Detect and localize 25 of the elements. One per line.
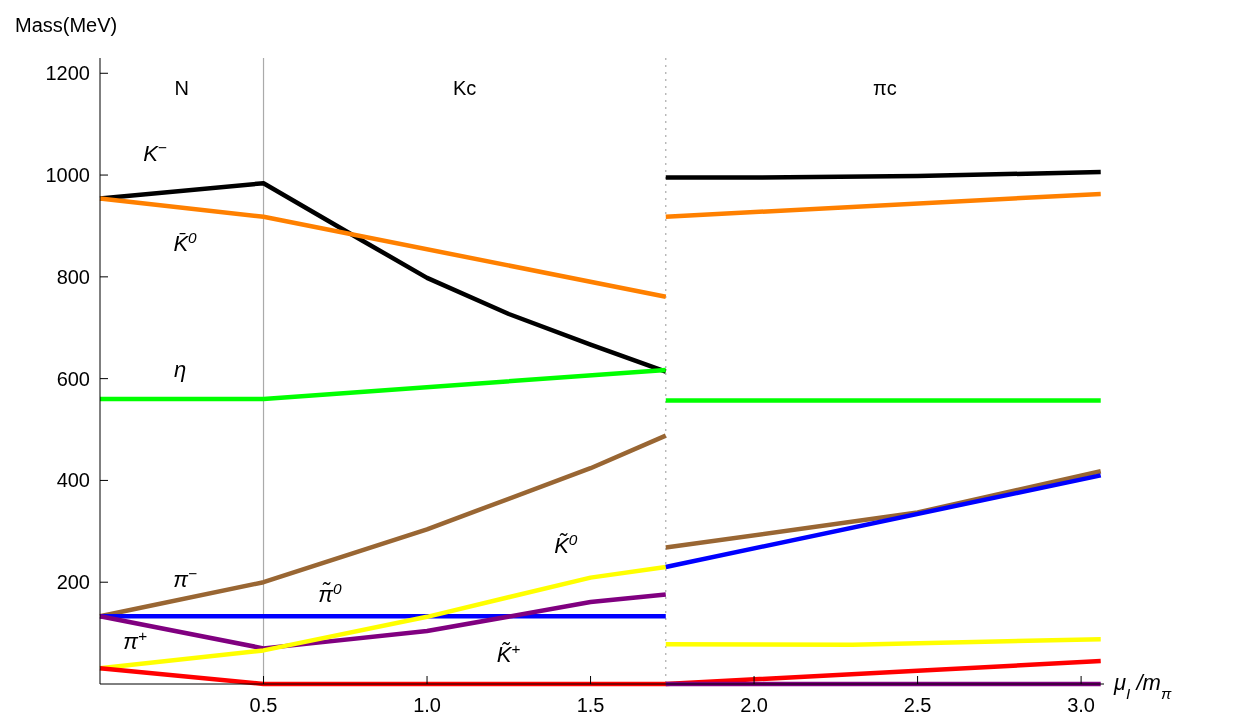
- y-tick-label: 400: [56, 469, 90, 492]
- y-tick-label: 1000: [45, 164, 90, 187]
- y-tick-label: 800: [56, 265, 90, 288]
- x-tick-label: 1.0: [413, 694, 441, 716]
- x-tick-label: 0.5: [249, 694, 278, 716]
- x-tick-label: 2.0: [740, 694, 768, 716]
- series-label: π$^{−}$: [173, 564, 197, 593]
- series-label: π̃$^{0}$: [318, 579, 343, 608]
- y-tick-label: 600: [56, 367, 90, 390]
- x-tick-label: 1.5: [576, 694, 605, 716]
- y-axis-title: Mass(MeV): [15, 14, 118, 36]
- annotation: πc: [872, 77, 897, 99]
- annotation: Kc: [452, 77, 477, 99]
- series-label: η: [173, 356, 187, 382]
- y-tick-label: 200: [56, 571, 90, 594]
- series-label: K̃$^{+}$: [496, 639, 521, 667]
- series-label: K̃$^{0}$: [554, 530, 578, 558]
- y-tick-label: 1200: [45, 62, 90, 85]
- x-tick-label: 2.5: [903, 694, 932, 716]
- series-label: π$^{+}$: [123, 626, 147, 655]
- series-label: K$^{−}$: [143, 138, 167, 167]
- x-axis-title: μ$_{I}$ /m$_{π}$: [1113, 670, 1172, 702]
- series-label: K̄$^{0}$: [173, 228, 198, 257]
- annotation: N: [174, 77, 189, 99]
- x-tick-label: 3.0: [1067, 694, 1096, 716]
